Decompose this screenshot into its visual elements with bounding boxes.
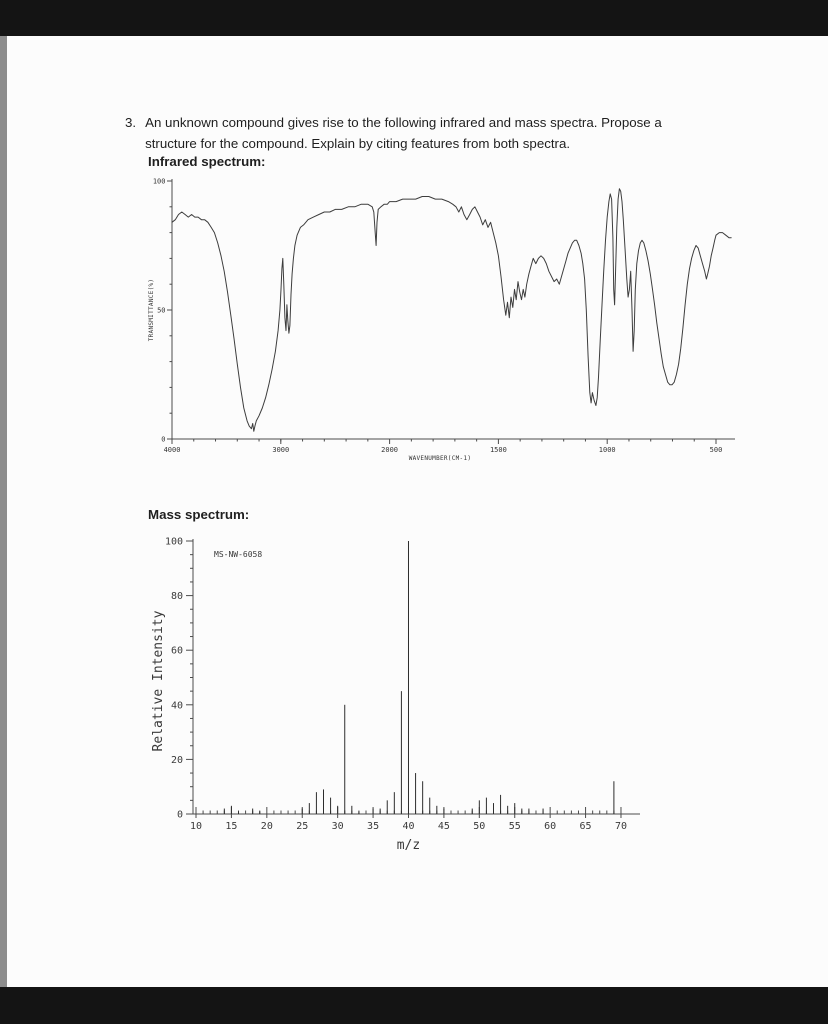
infrared-spectrum-chart: 0 50 100 4000 3000 2000 1500 1000 500 WAVENUMBER(… — [148, 177, 735, 462]
ir-x-tick-label: 500 — [710, 446, 723, 454]
question-line-1: An unknown compound gives rise to the fo… — [145, 115, 662, 130]
scan-edge-left — [0, 36, 7, 987]
ms-x-tick-label: 50 — [473, 821, 485, 832]
ms-id-label: MS-NW-6058 — [214, 550, 262, 559]
document-page: 3. An unknown compound gives rise to the… — [7, 36, 828, 987]
ms-y-axis-label: Relative Intensity — [151, 610, 166, 751]
ms-y-tick-label: 40 — [171, 700, 183, 711]
ir-y-tick-label: 100 — [153, 177, 166, 185]
ms-y-tick-label: 0 — [177, 810, 183, 821]
ms-x-tick-label: 10 — [190, 821, 202, 832]
ms-x-tick-label: 65 — [580, 821, 592, 832]
question-line-2: structure for the compound. Explain by c… — [145, 136, 571, 151]
mass-spectrum-chart: 0 20 40 60 80 100 10 15 20 25 30 35 40 45 50 55 60 65 70 MS… — [151, 537, 640, 853]
ir-x-tick-label: 3000 — [272, 446, 289, 454]
ir-curve-line — [171, 188, 732, 432]
ms-x-tick-label: 70 — [615, 821, 627, 832]
ir-x-axis-label: WAVENUMBER(CM-1) — [409, 455, 472, 462]
ir-y-axis-label: TRANSMITTANCE(%) — [148, 279, 155, 342]
ms-x-tick-label: 60 — [544, 821, 556, 832]
ms-x-tick-label: 25 — [296, 821, 308, 832]
ms-x-tick-label: 30 — [332, 821, 344, 832]
ir-x-tick-label: 1000 — [599, 446, 616, 454]
ms-x-axis-label: m/z — [397, 838, 420, 853]
ms-x-tick-label: 15 — [225, 821, 237, 832]
infrared-spectrum-heading: Infrared spectrum: — [148, 154, 266, 169]
ms-x-tick-label: 20 — [261, 821, 273, 832]
ms-y-tick-label: 60 — [171, 646, 183, 657]
question-number: 3. — [125, 115, 137, 130]
scan-border-top — [0, 0, 828, 36]
scan-border-bottom — [0, 987, 828, 1024]
question-text: An unknown compound gives rise to the fo… — [145, 112, 662, 154]
ir-x-tick-label: 2000 — [381, 446, 398, 454]
ms-y-tick-label: 20 — [171, 755, 183, 766]
ms-x-tick-label: 45 — [438, 821, 450, 832]
ms-y-tick-label: 100 — [165, 537, 183, 548]
mass-spectrum-heading: Mass spectrum: — [148, 507, 250, 522]
ms-x-tick-label: 55 — [509, 821, 521, 832]
ms-x-tick-label: 40 — [402, 821, 414, 832]
question-block: 3. An unknown compound gives rise to the… — [125, 112, 755, 154]
ms-x-tick-label: 35 — [367, 821, 379, 832]
ir-x-tick-label: 4000 — [164, 446, 181, 454]
ir-x-tick-label: 1500 — [490, 446, 507, 454]
ir-y-tick-label: 50 — [157, 306, 165, 314]
ir-y-tick-label: 0 — [161, 435, 165, 443]
ms-y-tick-label: 80 — [171, 591, 183, 602]
